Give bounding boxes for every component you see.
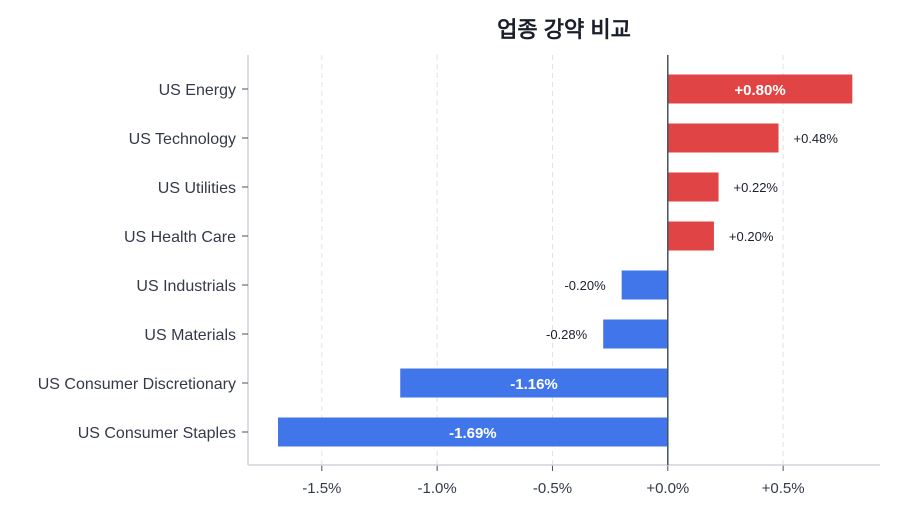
bar <box>667 74 853 104</box>
y-tick-label: US Technology <box>129 131 236 148</box>
x-tick-label: -1.5% <box>302 480 341 497</box>
data-label: -0.20% <box>564 278 606 293</box>
y-tick-label: US Consumer Discretionary <box>38 376 236 393</box>
data-label: +0.22% <box>734 180 779 195</box>
x-tick-label: +0.0% <box>646 480 689 497</box>
data-label: -1.16% <box>510 376 558 393</box>
x-tick-label: +0.5% <box>762 480 805 497</box>
bar <box>667 123 779 153</box>
bar <box>667 221 714 251</box>
y-tick-label: US Industrials <box>136 278 236 295</box>
bar <box>277 417 668 447</box>
y-tick-label: US Materials <box>144 327 236 344</box>
x-tick-label: -1.0% <box>418 480 457 497</box>
data-label: +0.80% <box>734 82 785 99</box>
y-tick-label: US Health Care <box>124 229 236 246</box>
bar <box>621 270 668 300</box>
bar <box>400 368 668 398</box>
x-tick-label: -0.5% <box>533 480 572 497</box>
data-label: -1.69% <box>449 425 497 442</box>
chart-title: 업종 강약 비교 <box>497 17 631 42</box>
data-label: +0.48% <box>794 131 839 146</box>
data-label: -0.28% <box>546 327 588 342</box>
data-label: +0.20% <box>729 229 774 244</box>
y-tick-label: US Consumer Staples <box>78 425 236 442</box>
y-tick-label: US Energy <box>159 82 236 99</box>
bar <box>603 319 668 349</box>
bar <box>667 172 719 202</box>
y-tick-label: US Utilities <box>158 180 236 197</box>
